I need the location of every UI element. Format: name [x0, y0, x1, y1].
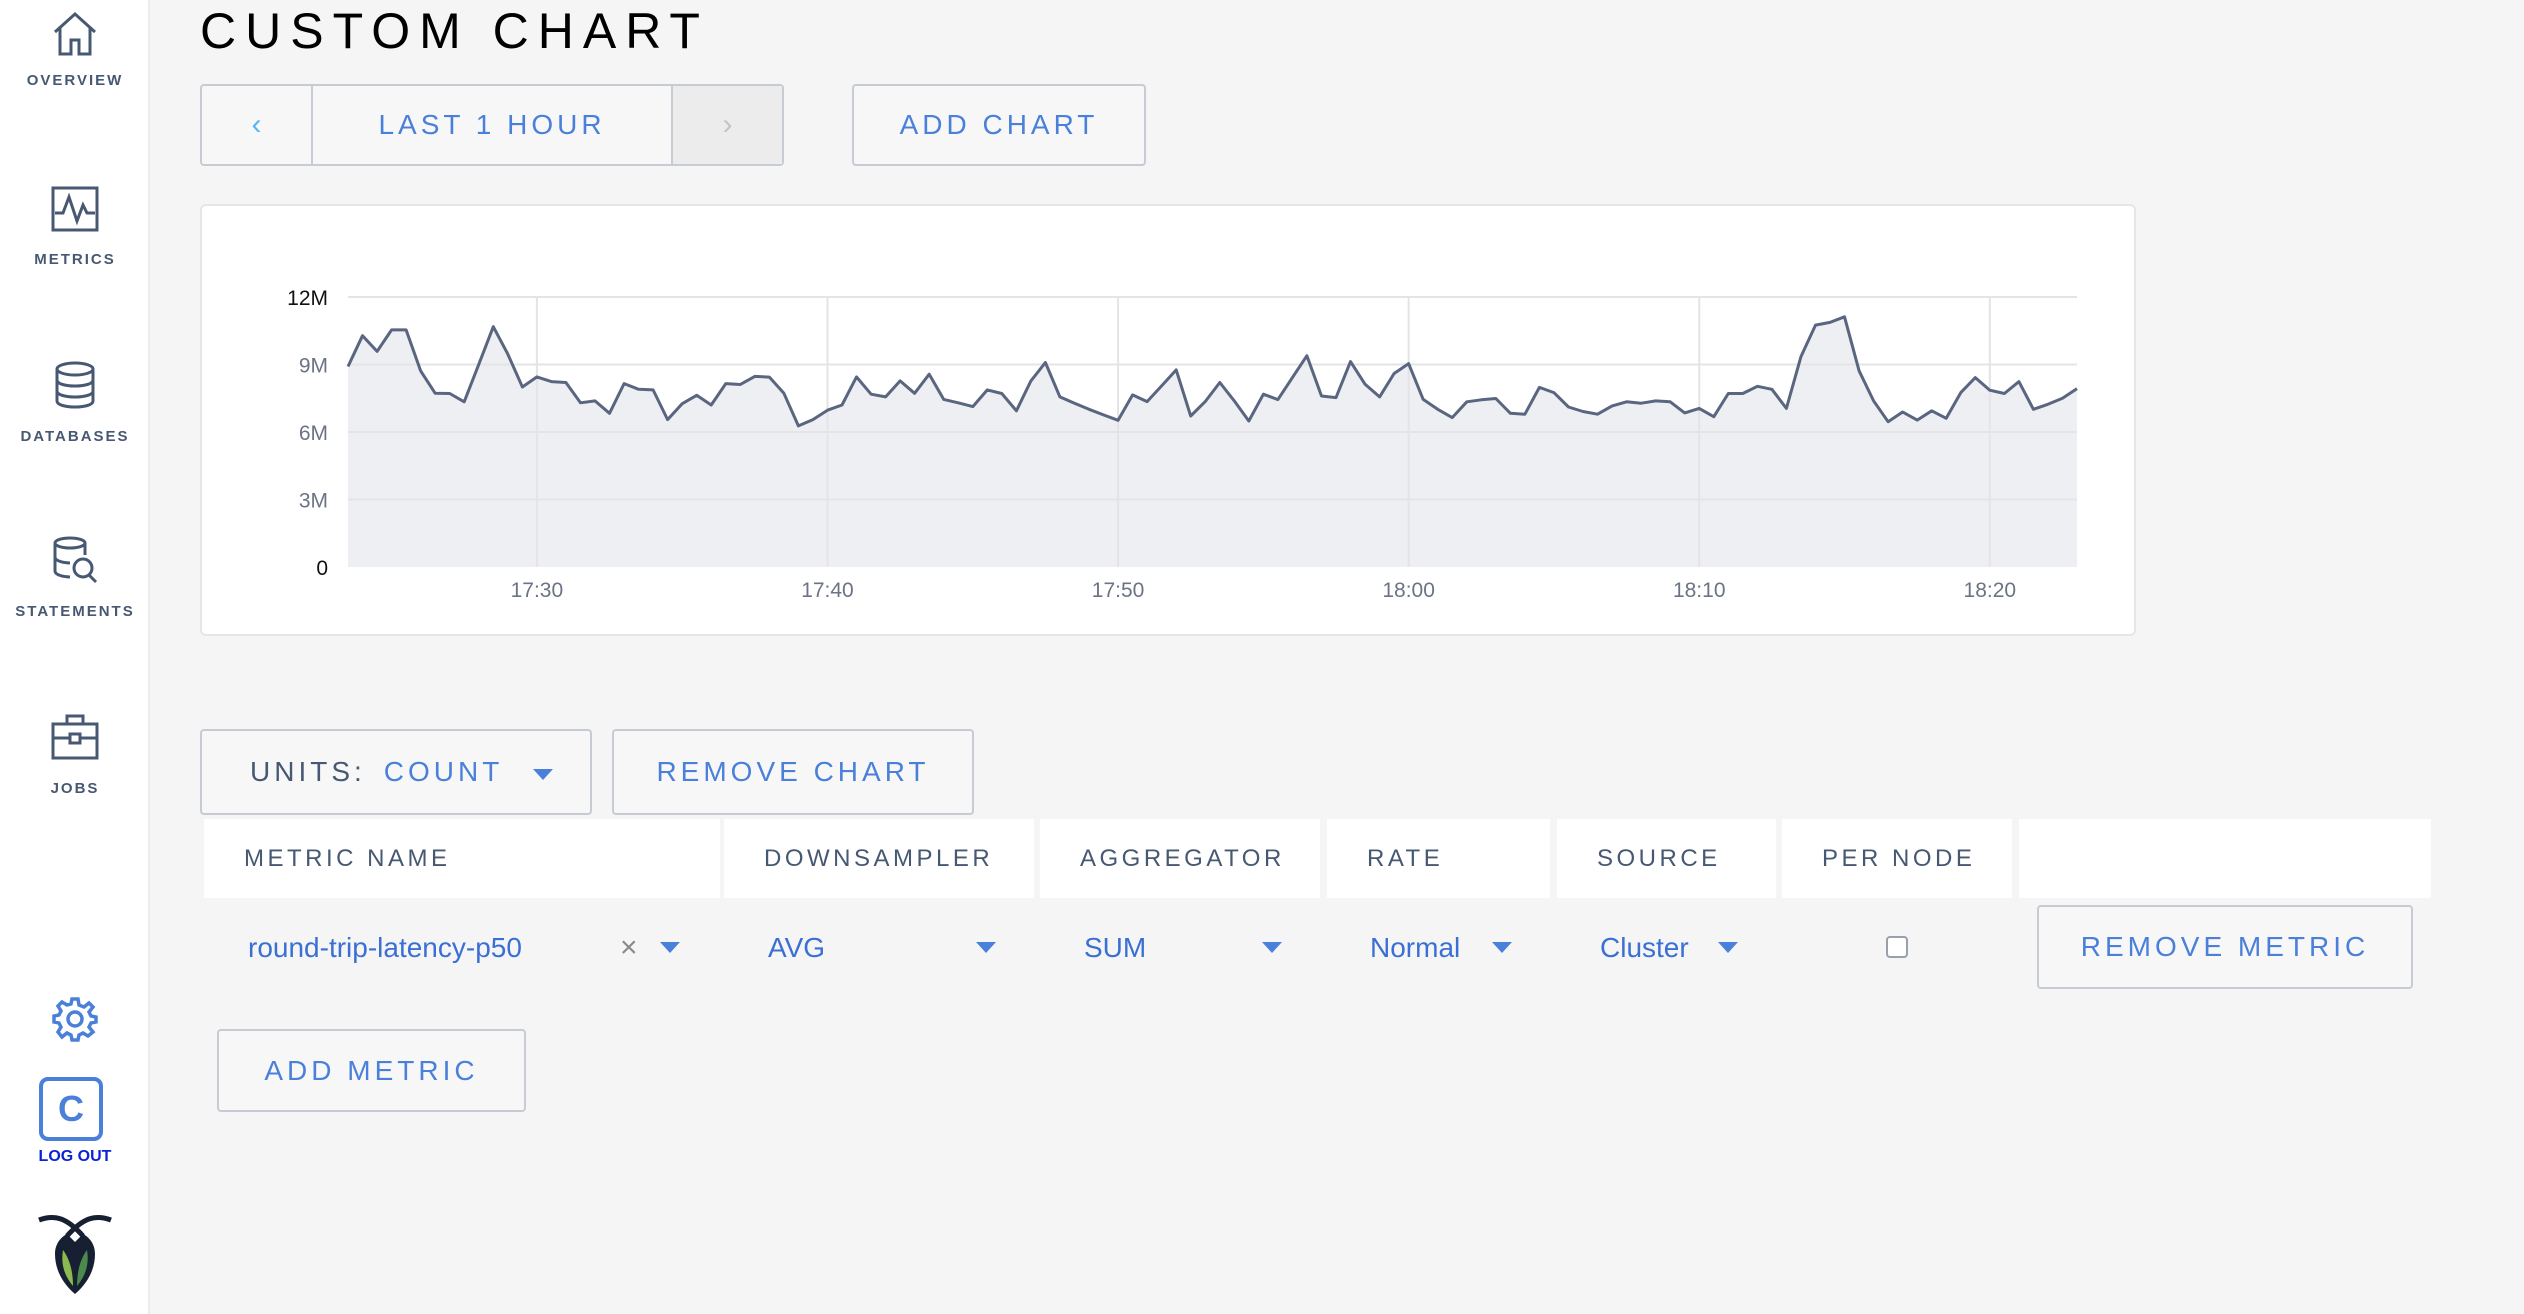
rate-select[interactable]: Normal [1370, 920, 1530, 976]
sidebar-item-jobs[interactable]: JOBS [0, 712, 150, 797]
downsampler-value: AVG [768, 932, 826, 963]
x-tick-label: 17:30 [511, 579, 564, 602]
next-range-button[interactable]: › [673, 86, 782, 164]
caret-down-icon [660, 942, 680, 953]
sidebar-item-overview[interactable]: OVERVIEW [0, 10, 150, 89]
source-select[interactable]: Cluster [1600, 920, 1750, 976]
sidebar-item-statements[interactable]: STATEMENTS [0, 535, 150, 620]
sidebar: OVERVIEW METRICS DATABASES STATEMENTS JO… [0, 0, 150, 1314]
y-tick-label: 9M [299, 355, 328, 378]
rate-value: Normal [1370, 932, 1461, 963]
units-dropdown[interactable]: UNITS: COUNT [200, 729, 592, 815]
remove-chart-button[interactable]: REMOVE CHART [612, 729, 974, 815]
add-chart-button[interactable]: ADD CHART [852, 84, 1146, 166]
remove-metric-button[interactable]: REMOVE METRIC [2037, 905, 2413, 989]
metric-name-select[interactable]: round-trip-latency-p50 [248, 920, 688, 976]
briefcase-icon [51, 714, 99, 760]
sidebar-item-label: METRICS [34, 251, 116, 268]
page-title: CUSTOM CHART [200, 3, 709, 59]
sidebar-item-label: DATABASES [20, 428, 130, 445]
chevron-left-icon: ‹ [251, 108, 262, 141]
previous-range-button[interactable]: ‹ [202, 86, 313, 164]
column-header-metric-name: METRIC NAME [204, 819, 720, 898]
home-icon [53, 11, 97, 56]
sidebar-item-label: OVERVIEW [26, 72, 124, 89]
column-header-source: SOURCE [1557, 819, 1776, 898]
column-header-rate: RATE [1327, 819, 1550, 898]
per-node-checkbox[interactable] [1886, 936, 1908, 958]
add-metric-button[interactable]: ADD METRIC [217, 1029, 526, 1112]
caret-down-icon [1718, 942, 1738, 953]
downsampler-select[interactable]: AVG [768, 920, 1008, 976]
gear-icon [52, 997, 98, 1042]
series-area [348, 316, 2077, 567]
metric-name-value: round-trip-latency-p50 [248, 932, 522, 963]
column-header-aggregator: AGGREGATOR [1040, 819, 1320, 898]
x-tick-label: 18:20 [1964, 579, 2017, 602]
statements-search-icon [53, 536, 98, 584]
caret-down-icon [1262, 942, 1282, 953]
x-tick-label: 18:00 [1382, 579, 1435, 602]
x-tick-label: 17:40 [801, 579, 854, 602]
user-avatar[interactable]: C [39, 1077, 103, 1141]
x-tick-label: 18:10 [1673, 579, 1726, 602]
time-range-dropdown[interactable]: LAST 1 HOUR [313, 86, 673, 164]
caret-down-icon [533, 769, 553, 780]
caret-down-icon [1492, 942, 1512, 953]
x-tick-label: 17:50 [1092, 579, 1145, 602]
line-chart: 0 3M 6M 9M 12M 17:30 17:40 17:50 18:00 18:10 18:20 [287, 287, 2078, 602]
caret-down-icon [976, 942, 996, 953]
chevron-right-icon: › [722, 108, 733, 141]
cockroach-logo[interactable] [0, 1212, 150, 1296]
clear-metric-icon[interactable]: × [620, 931, 638, 964]
aggregator-select[interactable]: SUM [1084, 920, 1284, 976]
y-tick-label: 12M [287, 287, 328, 310]
cockroach-logo-icon [38, 1214, 112, 1294]
activity-icon [51, 186, 99, 232]
sidebar-item-databases[interactable]: DATABASES [0, 360, 150, 445]
y-tick-label: 6M [299, 422, 328, 445]
database-icon [55, 361, 95, 409]
sidebar-item-metrics[interactable]: METRICS [0, 185, 150, 268]
column-header-actions [2019, 819, 2431, 898]
sidebar-item-label: JOBS [50, 780, 100, 797]
y-tick-label: 3M [299, 490, 328, 513]
source-value: Cluster [1600, 932, 1689, 963]
time-range-selector: ‹ LAST 1 HOUR › [200, 84, 784, 166]
units-value: COUNT [383, 756, 504, 787]
series-line [346, 315, 2078, 428]
units-label: UNITS: [250, 756, 366, 787]
aggregator-value: SUM [1084, 932, 1147, 963]
chart-card: 0 3M 6M 9M 12M 17:30 17:40 17:50 18:00 18:10 18:20 [200, 204, 2136, 636]
column-header-per-node: PER NODE [1782, 819, 2012, 898]
column-header-downsampler: DOWNSAMPLER [724, 819, 1034, 898]
logout-link[interactable]: LOG OUT [38, 1148, 112, 1165]
y-tick-label: 0 [316, 557, 328, 580]
settings-button[interactable] [0, 995, 150, 1043]
sidebar-item-label: STATEMENTS [15, 603, 135, 620]
